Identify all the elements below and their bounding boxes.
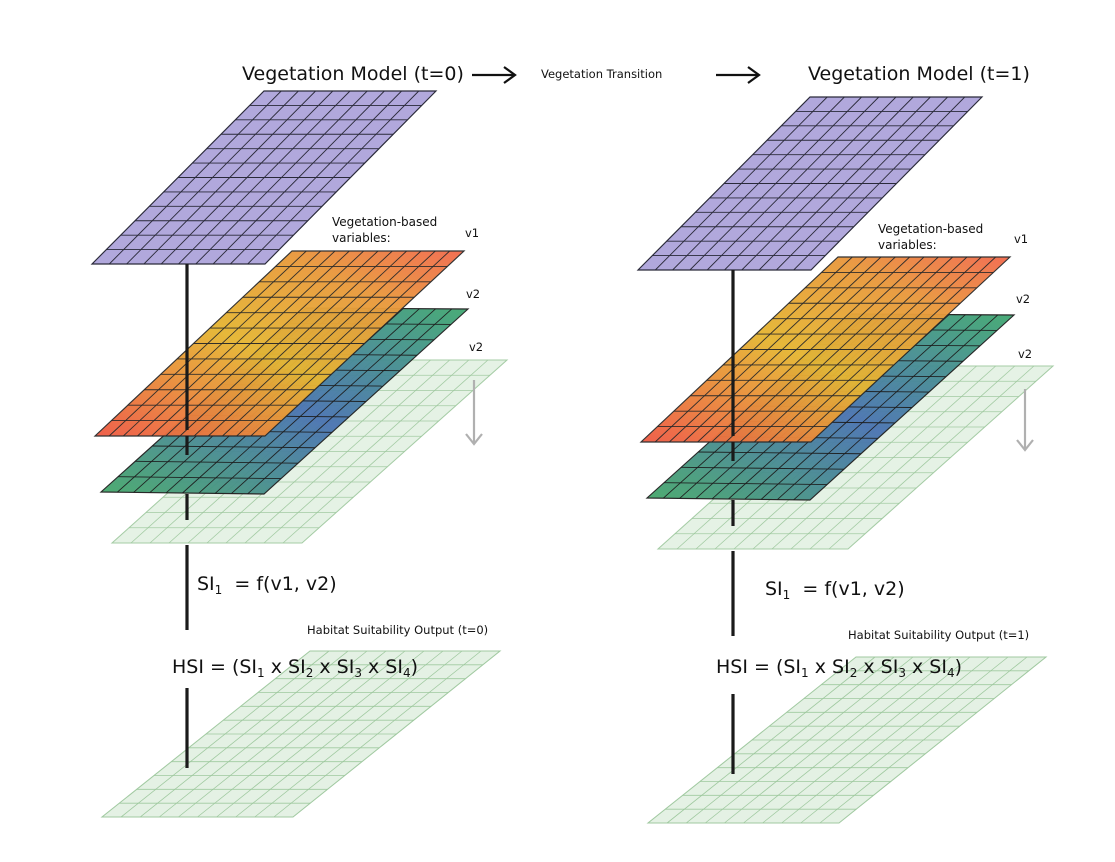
si-expression: = f(v1, v2): [234, 573, 337, 595]
si-term: SI: [336, 656, 355, 678]
multiply-sign: x: [313, 656, 337, 678]
habitat-output-grid: [100, 650, 502, 818]
si-subscript: 1: [214, 583, 223, 597]
si-term: SI: [288, 656, 306, 678]
layer-label-v2-pale: v2: [1018, 347, 1033, 361]
si-term-subscript: 2: [305, 666, 314, 680]
vegetation-model-grid: [90, 90, 438, 265]
layer-label-v2: v2: [466, 287, 481, 301]
vegetation-model-grid: [636, 96, 984, 271]
connectors: [185, 264, 1034, 774]
grid-row-line: [681, 466, 845, 470]
hsi-formula: HSI = (SI1 x SI2 x SI3 x SI4): [716, 656, 963, 680]
si-term: SI: [880, 656, 899, 678]
hsi-prefix: HSI = (: [716, 656, 784, 678]
si-term: SI: [832, 656, 850, 678]
si-term-subscript: 1: [257, 666, 265, 680]
variables-label: Vegetation-based variables:: [332, 214, 437, 246]
si-term: SI: [929, 656, 947, 678]
si-term: SI: [783, 656, 802, 678]
multiply-sign: x: [808, 656, 833, 678]
si-term-subscript: 1: [801, 666, 809, 680]
si-term-subscript: 3: [354, 666, 362, 680]
si-term-subscript: 3: [898, 666, 906, 680]
grid-row-line: [152, 445, 316, 449]
multiply-sign: x: [857, 656, 881, 678]
hsi-formula: HSI = (SI1 x SI2 x SI3 x SI4): [172, 656, 419, 680]
grid-row-line: [664, 482, 828, 486]
variables-label-line1: Vegetation-based: [332, 215, 438, 229]
si-term-subscript: 2: [849, 666, 858, 680]
si-formula: SI1 = f(v1, v2): [765, 578, 905, 602]
vegetation-transition-label: Vegetation Transition: [541, 67, 663, 81]
habitat-output-label: Habitat Suitability Output (t=1): [848, 628, 1030, 642]
si-term-subscript: 4: [946, 666, 955, 680]
multiply-sign: x: [905, 656, 930, 678]
variables-label-line2: variables:: [332, 231, 391, 245]
si-subscript: 1: [782, 588, 791, 602]
si-symbol: SI: [765, 578, 783, 600]
multiply-sign: x: [264, 656, 289, 678]
layer-stack: [90, 90, 1055, 824]
hsi-suffix: ): [410, 656, 419, 678]
si-term: SI: [385, 656, 403, 678]
variables-label-line1: Vegetation-based: [878, 222, 984, 236]
si-formula: SI1 = f(v1, v2): [197, 573, 337, 597]
layer-label-v2-pale: v2: [469, 340, 484, 354]
layer-label-v1: v1: [465, 226, 480, 240]
down-arrow-icon: [1016, 389, 1034, 452]
grid-row-line: [698, 451, 862, 455]
habitat-output-label: Habitat Suitability Output (t=0): [307, 623, 489, 637]
right-arrow-icon: [472, 66, 517, 84]
variables-label-line2: variables:: [878, 238, 937, 252]
si-symbol: SI: [197, 573, 215, 595]
vegetation-model-t0-title: Vegetation Model (t=0): [242, 63, 464, 85]
si-expression: = f(v1, v2): [802, 578, 905, 600]
habitat-output-grid: [646, 656, 1048, 824]
hsi-suffix: ): [954, 656, 963, 678]
grid-row-line: [135, 460, 299, 464]
si-term: SI: [239, 656, 258, 678]
layer-label-v2: v2: [1016, 292, 1031, 306]
right-arrow-icon: [716, 66, 761, 84]
multiply-sign: x: [361, 656, 386, 678]
si-term-subscript: 4: [402, 666, 411, 680]
variables-label: Vegetation-based variables:: [878, 221, 983, 253]
vegetation-model-t1-title: Vegetation Model (t=1): [808, 63, 1030, 85]
grid-row-line: [118, 476, 282, 480]
hsi-prefix: HSI = (: [172, 656, 240, 678]
down-arrow-icon: [465, 380, 483, 446]
layer-label-v1: v1: [1014, 232, 1029, 246]
